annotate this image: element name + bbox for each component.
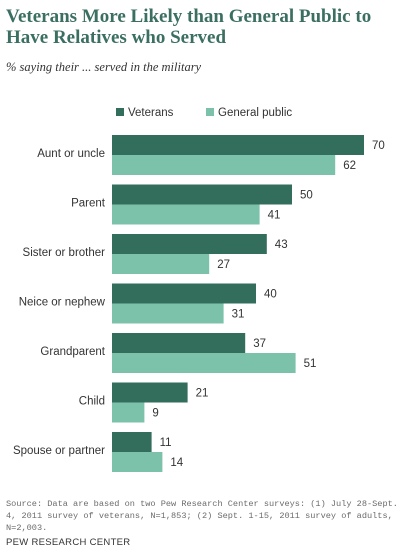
chart-title: Veterans More Likely than General Public… [6,6,372,48]
data-label: 43 [275,239,288,251]
category-label: Spouse or partner [13,445,105,457]
legend-swatch-0 [116,108,124,116]
bar-veterans [112,234,267,254]
data-label: 51 [304,358,317,370]
legend-swatch-1 [206,108,214,116]
bar-veterans [112,432,152,452]
data-label: 40 [264,289,277,301]
source-note: Source: Data are based on two Pew Resear… [6,499,398,533]
bar-general-public [112,452,163,472]
bar-general-public [112,353,296,373]
bar-general-public [112,402,145,423]
bar-general-public [112,204,260,225]
bar-veterans [112,135,364,155]
legend-label-0: Veterans [128,107,174,119]
bar-general-public [112,155,336,175]
category-label: Aunt or uncle [37,148,105,160]
data-label: 70 [372,140,385,152]
chart-subtitle: % saying their ... served in the militar… [6,60,202,74]
data-label: 31 [232,309,245,321]
bar-chart: Veterans General public Aunt or uncle 70 62 P… [13,107,385,472]
bar-veterans [112,283,256,304]
bar-general-public [112,303,224,324]
legend-label-1: General public [218,107,292,119]
bar-general-public [112,254,210,274]
category-label: Neice or nephew [19,297,106,309]
data-label: 14 [170,457,183,469]
bar-veterans [112,184,292,205]
category-label: Sister or brother [23,247,106,259]
data-label: 62 [343,160,356,172]
data-label: 9 [152,408,158,420]
data-label: 21 [196,388,209,400]
category-label: Grandparent [40,346,105,358]
data-label: 11 [160,437,172,449]
brand-label: PEW RESEARCH CENTER [6,537,131,548]
data-label: 50 [300,190,313,202]
bar-veterans [112,333,246,353]
data-label: 27 [217,259,230,271]
category-label: Child [79,396,105,408]
category-label: Parent [71,198,106,210]
data-label: 37 [253,338,266,350]
data-label: 41 [268,210,281,222]
bar-veterans [112,382,188,403]
